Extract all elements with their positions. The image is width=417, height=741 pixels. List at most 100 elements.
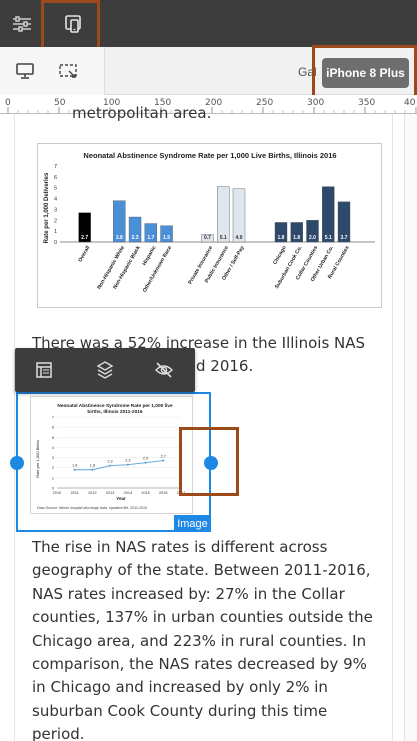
bar-value-label: 0.7: [204, 235, 211, 241]
resize-handle-right[interactable]: [204, 456, 218, 470]
data-point: [109, 464, 112, 467]
bar: [290, 222, 303, 243]
data-point: [126, 463, 129, 466]
y-tick-label: 3: [52, 456, 54, 460]
bar-value-label: 1.8: [293, 235, 300, 241]
x-tick-label: 2014: [124, 491, 132, 495]
paragraph-line: d 2016.: [196, 357, 254, 375]
bar-value-label: 3.7: [341, 235, 348, 241]
y-tick-label: 4: [52, 446, 54, 450]
bar-chart-image[interactable]: Neonatal Abstinence Syndrome Rate per 1,…: [37, 143, 382, 308]
y-axis-label: Rate per 1,000 Deliveries: [44, 172, 50, 243]
y-tick-label: 6: [54, 175, 57, 181]
x-tick-label: 2016: [159, 491, 167, 495]
view-mode-group: [0, 47, 105, 95]
settings-button[interactable]: [0, 0, 44, 47]
bar-value-label: 1.8: [278, 235, 285, 241]
y-tick-label: 4: [54, 197, 57, 203]
bar: [306, 220, 319, 243]
paragraph-line: There was a 52% increase in the Illinois…: [32, 334, 366, 352]
bar: [113, 200, 126, 243]
ruler-label: 50: [54, 98, 66, 108]
bar: [128, 216, 142, 243]
top-toolbar: [0, 0, 417, 47]
x-axis-label: Year: [116, 496, 126, 501]
devices-icon: [65, 14, 81, 33]
bar-value-label: 5.1: [325, 235, 332, 241]
hide-button[interactable]: [147, 356, 181, 384]
y-tick-label: 2: [52, 466, 54, 470]
bar: [337, 201, 351, 243]
x-tick-label: Overall: [77, 245, 91, 264]
y-tick-label: 6: [52, 426, 54, 430]
devices-button[interactable]: [51, 0, 95, 47]
image-type-badge: Image: [174, 515, 211, 532]
eye-off-icon: [155, 362, 173, 378]
ruler-label: 40: [404, 98, 416, 108]
y-tick-label: 1: [54, 229, 57, 235]
x-tick-label: Chicago: [272, 245, 287, 266]
bar-value-label: 2.0: [309, 235, 316, 241]
ruler-label: 300: [307, 98, 325, 108]
y-tick-label: 1: [52, 476, 54, 480]
data-point: [91, 468, 94, 471]
x-tick-label: 2015: [141, 491, 149, 495]
bar: [201, 234, 214, 243]
series-line: [74, 460, 164, 471]
x-tick-label: 2013: [106, 491, 114, 495]
bar-value-label: 2.3: [132, 235, 139, 241]
data-label: 1.8: [72, 464, 77, 468]
bar-chart: Neonatal Abstinence Syndrome Rate per 1,…: [44, 151, 375, 294]
layers-button[interactable]: [88, 356, 122, 384]
bar-value-label: 1.7: [147, 235, 154, 241]
data-label: 2.2: [108, 460, 113, 464]
ruler-ticks: [7, 107, 417, 113]
resize-handle-left[interactable]: [10, 456, 24, 470]
x-tick-label: 2010: [53, 491, 61, 495]
bar: [144, 223, 158, 243]
x-tick-label: Non-Hispanic White: [96, 245, 126, 291]
y-tick-label: 5: [52, 436, 54, 440]
bar-value-label: 3.8: [116, 235, 123, 241]
data-point: [162, 459, 165, 462]
image-toolbar: [15, 348, 195, 392]
device-select-button[interactable]: iPhone 8 Plus: [322, 58, 409, 88]
image-selection-frame[interactable]: [16, 392, 211, 532]
paragraph: The rise in NAS rates is different acros…: [32, 538, 373, 741]
desktop-view-button[interactable]: [10, 57, 40, 85]
monitor-icon: [16, 63, 34, 79]
chart-title-line2: births, Illinois 2011-2016: [87, 409, 143, 415]
responsive-view-button[interactable]: [53, 57, 83, 85]
y-tick-label: 2: [54, 218, 57, 224]
x-tick-label: Other/Unknown Race: [142, 245, 173, 294]
bar-value-label: 4.9: [236, 235, 243, 241]
y-tick-label: 0: [52, 487, 54, 491]
y-tick-label: 3: [54, 207, 57, 213]
scrollbar[interactable]: [404, 114, 417, 741]
data-point: [144, 461, 147, 464]
bar: [322, 186, 335, 243]
bar-value-label: 5.1: [220, 235, 227, 241]
resize-icon: [59, 64, 77, 78]
cut-off-text: metropolitan area.: [72, 104, 212, 122]
gallery-label: Gal: [298, 65, 317, 79]
panel-icon: [36, 362, 52, 378]
horizontal-ruler: 0 50 100 150 200 250 300 350 40: [0, 95, 417, 114]
data-source-note: Data Source: Illinois hospital discharge…: [37, 506, 147, 510]
bar: [217, 186, 230, 243]
bar: [160, 225, 173, 243]
x-tick-label: 2012: [88, 491, 96, 495]
y-tick-label: 7: [54, 164, 57, 170]
data-label: 1.8: [90, 464, 95, 468]
ruler-label: 0: [5, 98, 11, 108]
bar: [274, 222, 288, 243]
x-tick-label: Hispanic: [142, 245, 158, 267]
x-tick-label: 2011: [71, 491, 79, 495]
y-axis-label: Rate per 1,000 Births: [35, 440, 40, 478]
image-settings-button[interactable]: [27, 356, 61, 384]
data-label: 2.3: [125, 459, 130, 463]
ruler-label: 150: [154, 98, 172, 108]
bar: [78, 212, 91, 243]
ruler-label: 250: [256, 98, 274, 108]
